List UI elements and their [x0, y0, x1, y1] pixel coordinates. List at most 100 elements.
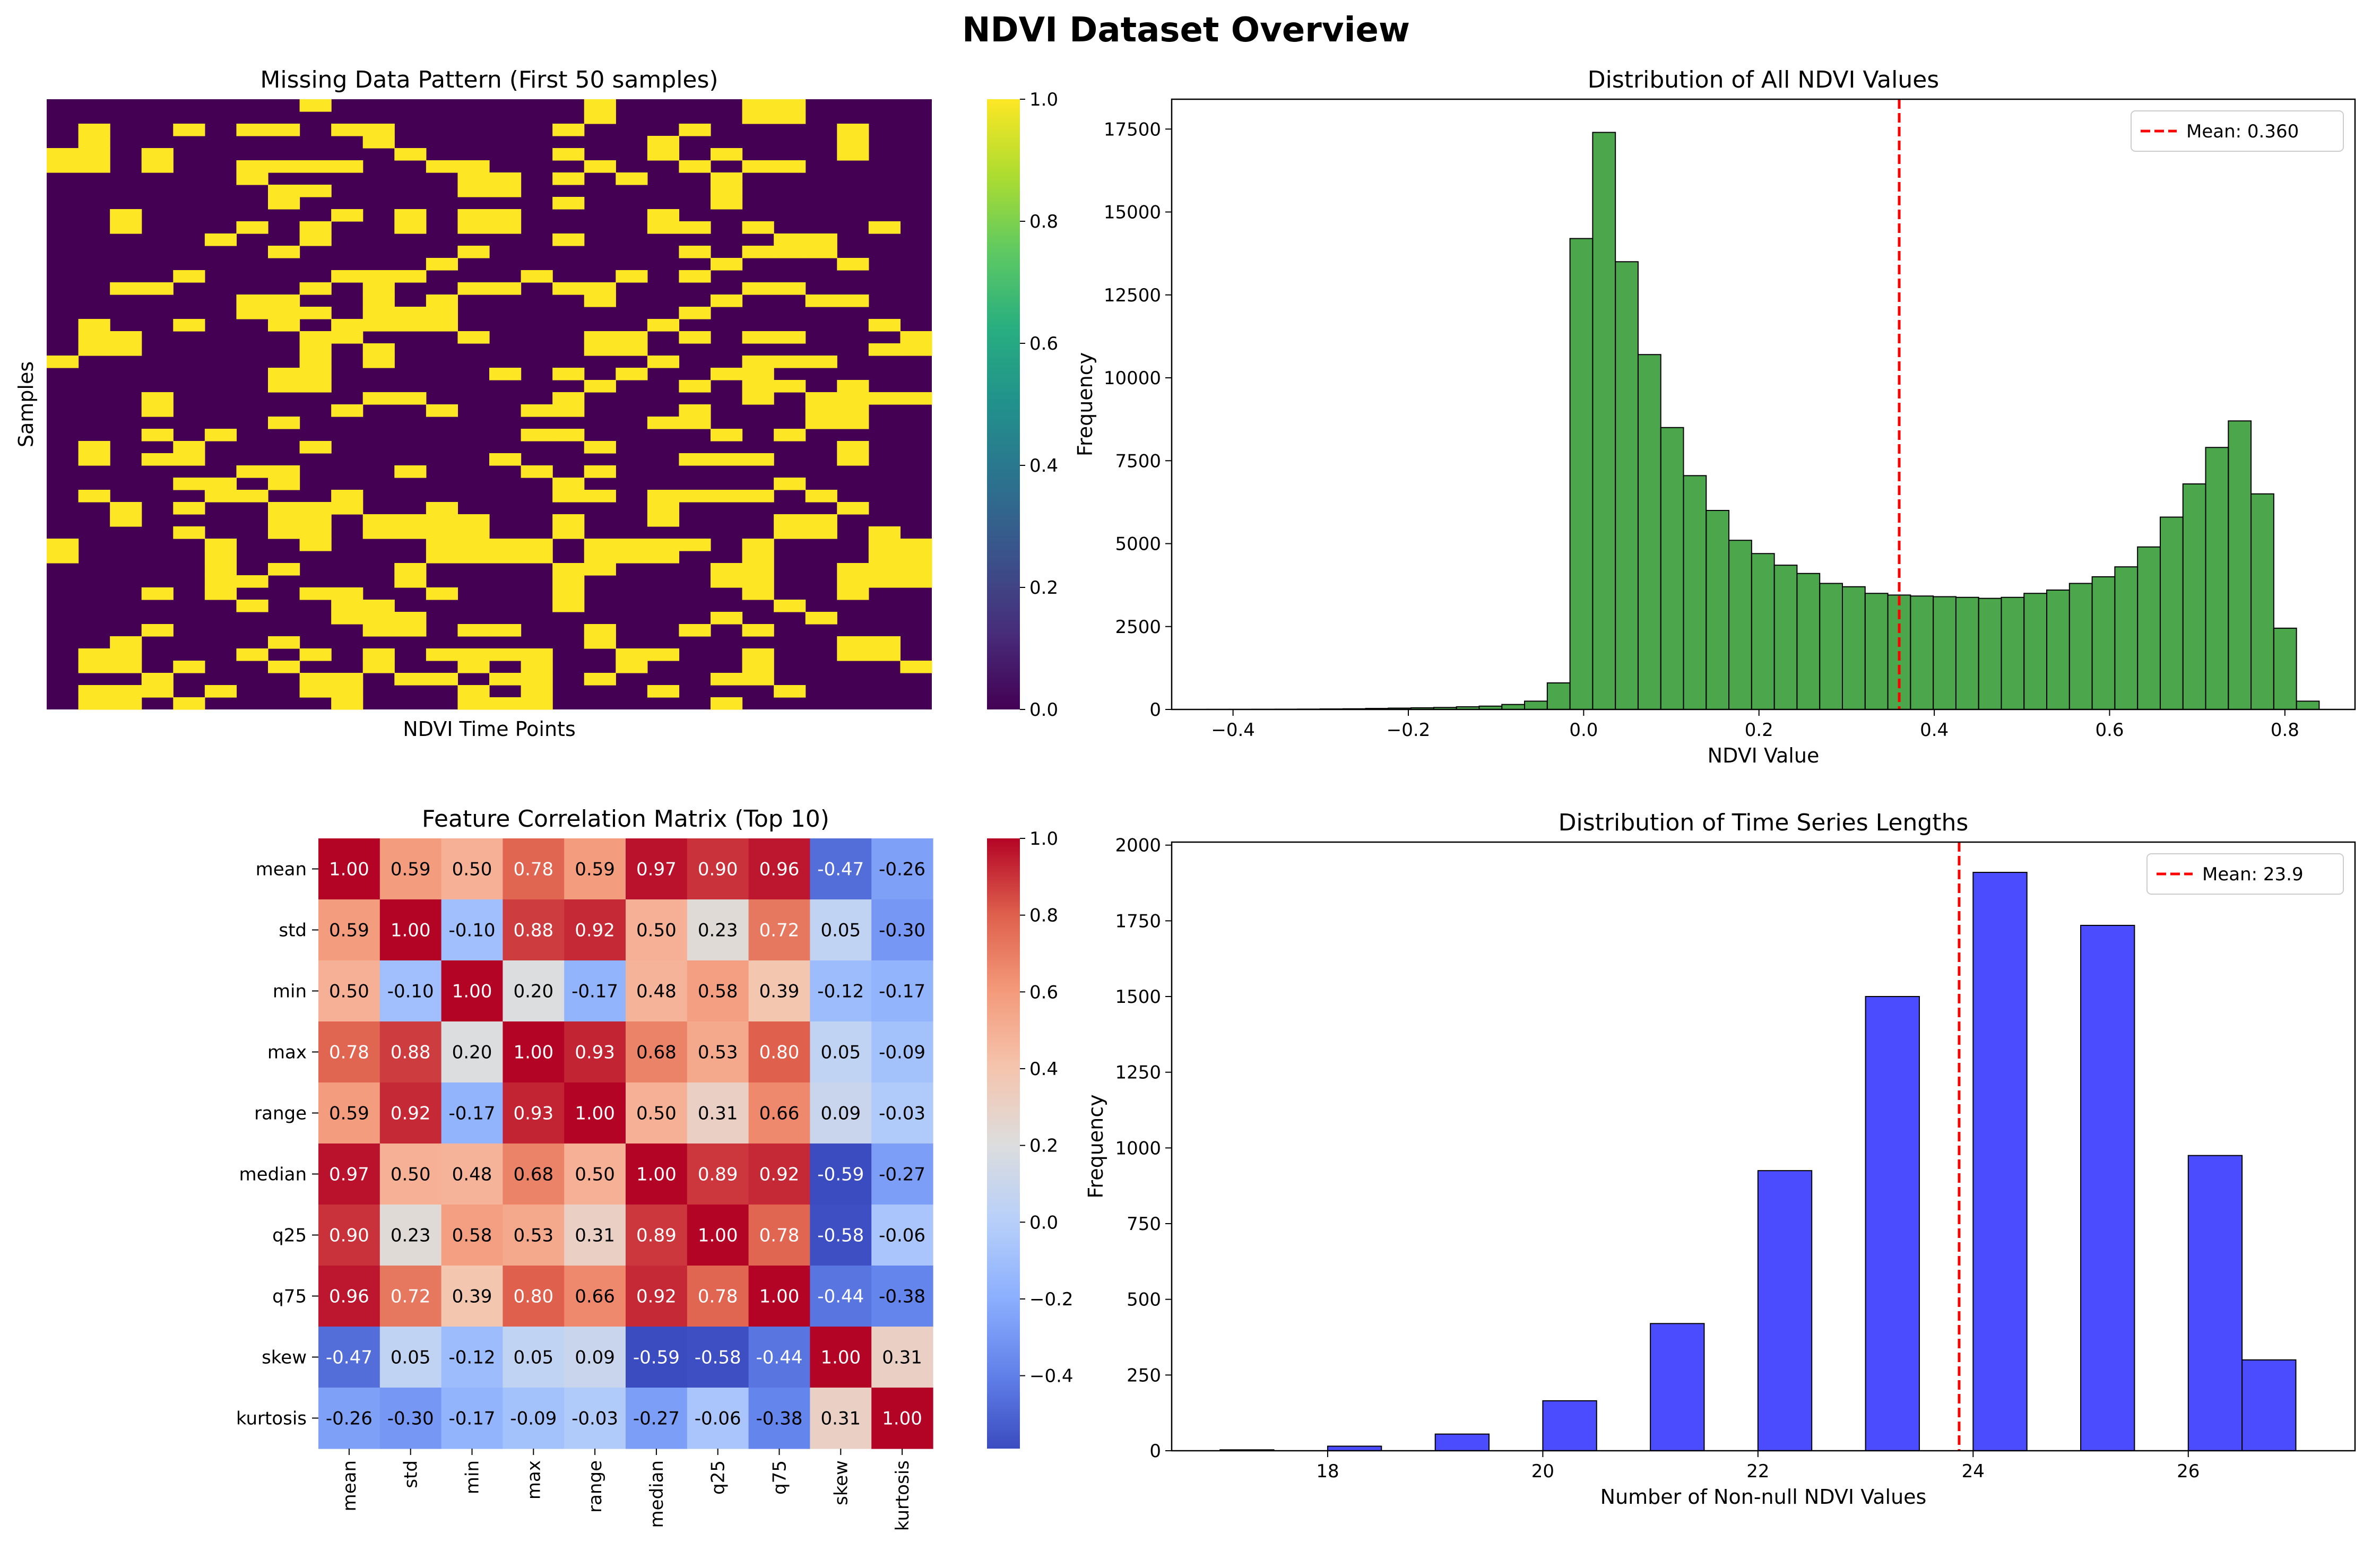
cell-value-label: 0.05	[391, 1347, 431, 1368]
legend-label: Mean: 0.360	[2186, 121, 2299, 142]
heatmap-cell	[503, 1082, 565, 1144]
heatmap-cell	[805, 514, 837, 527]
heatmap-cell	[837, 148, 869, 161]
heatmap-cell	[141, 587, 174, 600]
heatmap-cell	[204, 478, 237, 490]
heatmap-cell	[441, 1388, 503, 1449]
heatmap-cell	[110, 221, 142, 234]
ndvi-distribution-panel: Distribution of All NDVI Values −0.4 −0.2 0…	[1074, 66, 2356, 767]
cell-value-label: 0.50	[636, 1103, 677, 1124]
histogram-bar	[1434, 1433, 1490, 1452]
heatmap-cell	[711, 429, 743, 441]
heatmap-cell	[268, 417, 300, 429]
histogram-bar	[1501, 704, 1526, 710]
y-tick-label: range	[254, 1103, 307, 1124]
heatmap-cell	[679, 404, 711, 417]
heatmap-cell	[318, 1021, 380, 1083]
heatmap-cell	[552, 587, 585, 600]
cell-value-label: 0.88	[391, 1042, 431, 1063]
heatmap-cell	[394, 392, 427, 405]
heatmap-cell	[616, 368, 648, 380]
heatmap-cell	[236, 465, 269, 478]
heatmap-cell	[78, 648, 110, 661]
heatmap-cell	[564, 1082, 626, 1144]
cell-value-label: 0.53	[698, 1042, 738, 1063]
histogram-bar	[2205, 447, 2229, 710]
heatmap-cell	[687, 1205, 749, 1266]
x-axis-label: Number of Non-null NDVI Values	[1600, 1485, 1927, 1509]
heatmap-cell	[900, 563, 932, 576]
colorbar-tick-label: 0.2	[1029, 577, 1058, 599]
heatmap-cell	[394, 526, 427, 539]
y-tick-label: 10000	[1104, 368, 1161, 389]
heatmap-cell	[647, 356, 680, 368]
heatmap-cell	[837, 404, 869, 417]
heatmap-cell	[426, 551, 458, 564]
heatmap-cell	[748, 838, 810, 900]
heatmap-cell	[236, 221, 269, 234]
cell-value-label: 0.50	[329, 981, 369, 1002]
heatmap-cell	[742, 661, 774, 673]
cell-value-label: 0.58	[698, 981, 738, 1002]
heatmap-cell	[774, 246, 806, 258]
heatmap-cell	[742, 539, 774, 551]
heatmap-cell	[362, 124, 395, 136]
heatmap-cell	[679, 331, 711, 344]
heatmap-cell	[868, 319, 901, 332]
heatmap-cell	[394, 307, 427, 319]
heatmap-cell	[318, 838, 380, 900]
cell-value-label: 0.78	[698, 1286, 738, 1307]
heatmap-cell	[552, 148, 585, 161]
heatmap-cell	[268, 319, 300, 332]
heatmap-cell	[268, 465, 300, 478]
heatmap-cell	[489, 368, 522, 380]
cell-value-label: 0.05	[820, 920, 861, 941]
heatmap-cell	[441, 899, 503, 961]
heatmap-cell	[299, 343, 332, 356]
heatmap-cell	[521, 661, 553, 673]
cell-value-label: -0.17	[879, 981, 925, 1002]
heatmap-cell	[331, 331, 363, 344]
cell-value-label: 0.48	[636, 981, 677, 1002]
cell-value-label: 1.00	[820, 1347, 861, 1368]
cell-value-label: 0.93	[513, 1103, 553, 1124]
heatmap-cell	[236, 490, 269, 503]
heatmap-cell	[299, 502, 332, 515]
heatmap-cell	[204, 587, 237, 600]
cell-value-label: 0.68	[513, 1164, 553, 1185]
heatmap-cell	[299, 673, 332, 686]
cell-value-label: 0.96	[329, 1286, 369, 1307]
histogram-bar	[2187, 1155, 2243, 1451]
colorbar	[987, 99, 1020, 709]
heatmap-cell	[110, 331, 142, 344]
colorbar-tick-label: 0.0	[1029, 1212, 1058, 1233]
x-tick-label: 0.2	[1745, 720, 1773, 741]
heatmap-cell	[647, 514, 680, 527]
heatmap-cell	[47, 539, 79, 551]
heatmap-cell	[837, 575, 869, 588]
heatmap-cell	[78, 319, 110, 332]
heatmap-cell	[457, 185, 490, 197]
heatmap-cell	[774, 429, 806, 441]
heatmap-cell	[774, 380, 806, 393]
cell-value-label: 0.92	[575, 920, 615, 941]
heatmap-cell	[711, 185, 743, 197]
x-tick-label: 26	[2177, 1461, 2200, 1482]
heatmap-cell	[379, 1327, 442, 1388]
colorbar-tick-label: 0.6	[1029, 333, 1058, 354]
heatmap-cell	[521, 465, 553, 478]
cell-value-label: 1.00	[452, 981, 492, 1002]
heatmap-cell	[521, 404, 553, 417]
y-axis-label: Frequency	[1084, 1094, 1107, 1198]
heatmap-cell	[268, 124, 300, 136]
heatmap-cell	[774, 685, 806, 698]
heatmap-cell	[141, 453, 174, 466]
heatmap-cell	[331, 319, 363, 332]
heatmap-cell	[173, 526, 205, 539]
series-length-panel: Distribution of Time Series Lengths 18 20 2…	[1084, 809, 2356, 1509]
colorbar-tick-label: 0.8	[1029, 211, 1058, 232]
heatmap-cell	[748, 960, 810, 1022]
heatmap-cell	[837, 124, 869, 136]
heatmap-cell	[268, 380, 300, 393]
heatmap-cell	[584, 160, 616, 173]
